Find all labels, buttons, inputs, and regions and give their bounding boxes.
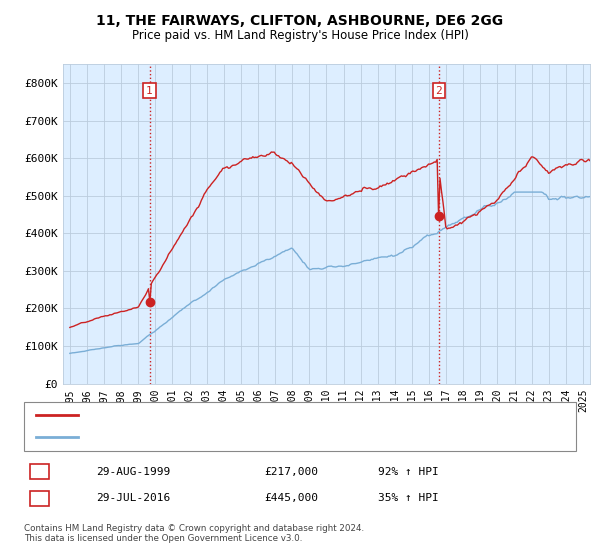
Text: Price paid vs. HM Land Registry's House Price Index (HPI): Price paid vs. HM Land Registry's House … [131,29,469,42]
Text: HPI: Average price, detached house, Derbyshire Dales: HPI: Average price, detached house, Derb… [84,432,409,442]
Text: 1: 1 [36,466,43,477]
Text: 2: 2 [436,86,442,96]
Text: 29-JUL-2016: 29-JUL-2016 [96,493,170,503]
Text: 92% ↑ HPI: 92% ↑ HPI [378,466,439,477]
Text: 29-AUG-1999: 29-AUG-1999 [96,466,170,477]
Text: 11, THE FAIRWAYS, CLIFTON, ASHBOURNE, DE6 2GG (detached house): 11, THE FAIRWAYS, CLIFTON, ASHBOURNE, DE… [84,410,472,421]
Text: £217,000: £217,000 [264,466,318,477]
Text: 35% ↑ HPI: 35% ↑ HPI [378,493,439,503]
Text: 2: 2 [36,493,43,503]
Text: Contains HM Land Registry data © Crown copyright and database right 2024.
This d: Contains HM Land Registry data © Crown c… [24,524,364,543]
Text: 1: 1 [146,86,153,96]
Text: 11, THE FAIRWAYS, CLIFTON, ASHBOURNE, DE6 2GG: 11, THE FAIRWAYS, CLIFTON, ASHBOURNE, DE… [97,14,503,28]
Text: £445,000: £445,000 [264,493,318,503]
